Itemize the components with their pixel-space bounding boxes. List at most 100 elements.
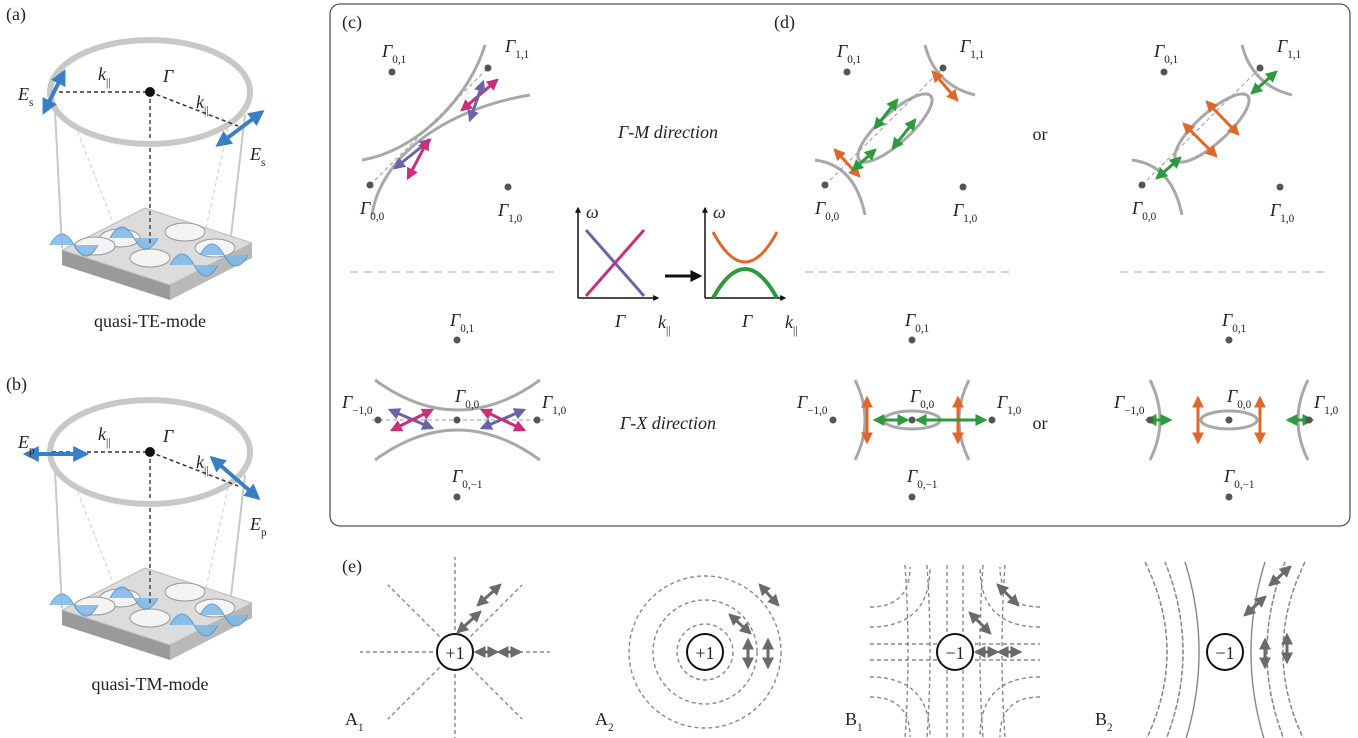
subscript: 2 <box>1107 722 1113 734</box>
subscript: 0,0 <box>370 211 384 223</box>
symbol-label: Γ−1,0 <box>1113 392 1145 417</box>
lattice-point <box>1277 184 1284 191</box>
lattice-point <box>375 417 382 424</box>
lattice-point <box>1226 417 1233 424</box>
symbol: A <box>595 709 608 729</box>
lattice-point <box>1257 65 1264 72</box>
curve <box>388 668 440 720</box>
symbol-label: Γ0,0 <box>1226 386 1252 411</box>
curve <box>1251 562 1265 738</box>
symbol-label: Γ1,0 <box>1313 392 1339 417</box>
lattice-point <box>909 337 916 344</box>
subscript: 0,0 <box>1237 399 1251 411</box>
subscript: 0,0 <box>825 211 839 223</box>
gamma-point <box>145 447 155 457</box>
arrow <box>408 140 428 178</box>
symbol-label: Es <box>249 144 265 169</box>
symbol-label: k|| <box>196 452 208 477</box>
symbol: Γ <box>904 310 916 330</box>
direction-label: Γ-X direction <box>619 413 716 433</box>
symbol-label: Γ1,0 <box>996 392 1022 417</box>
symbol: Γ <box>1221 310 1233 330</box>
symbol: Γ <box>952 200 964 220</box>
curve <box>471 668 523 720</box>
symbol: E <box>17 432 29 452</box>
axis-label: ω <box>586 202 599 222</box>
subscript: 0,1 <box>392 54 406 66</box>
panel-label: (d) <box>774 12 795 33</box>
subscript: −1,0 <box>807 405 828 417</box>
k-line <box>150 92 238 126</box>
symbol: Γ <box>1131 198 1143 218</box>
symbol: Γ <box>814 198 826 218</box>
symbol: Γ <box>1153 41 1165 61</box>
symbol: Γ <box>504 36 516 56</box>
subscript: p <box>261 527 267 539</box>
subscript: || <box>106 77 110 89</box>
axis-label: ω <box>713 202 726 222</box>
symbol-label: Γ0,1 <box>1153 41 1178 66</box>
symbol: E <box>249 144 261 164</box>
symbol-label: k|| <box>658 312 670 337</box>
lattice-point <box>844 69 851 76</box>
panel-label: (e) <box>342 556 362 577</box>
arrow <box>875 100 897 128</box>
lattice-point <box>909 494 916 501</box>
lattice-point <box>485 65 492 72</box>
symbol-label: Γ1,0 <box>952 200 978 225</box>
subscript: s <box>29 97 33 109</box>
lattice-point <box>454 337 461 344</box>
axis-label: Γ <box>741 311 753 331</box>
symbol-label: Γ1,1 <box>959 36 984 61</box>
curve <box>362 45 485 160</box>
curve <box>870 697 910 737</box>
symbol-label: Γ0,0 <box>814 198 840 223</box>
subscript: 0,−1 <box>462 479 482 491</box>
subscript: s <box>261 157 265 169</box>
subscript: || <box>204 465 208 477</box>
curve <box>375 430 540 460</box>
curve <box>1267 562 1285 738</box>
lattice-point <box>1226 494 1233 501</box>
axis-label: Γ <box>614 311 626 331</box>
symbol-label: Γ0,1 <box>1221 310 1246 335</box>
lattice-point <box>1161 69 1168 76</box>
lattice-point <box>534 417 541 424</box>
symbol-label: Γ0,−1 <box>451 466 483 491</box>
hole <box>165 583 205 601</box>
curve <box>870 677 930 737</box>
symbol: Γ <box>959 36 971 56</box>
symbol-label: Γ0,−1 <box>1223 466 1255 491</box>
symbol: Γ <box>996 392 1008 412</box>
page: (a) (b) (c) (d) (e) quasi-TE-mode quasi-… <box>0 0 1358 738</box>
subscript: 1,0 <box>963 213 977 225</box>
subscript: 0,1 <box>1232 323 1246 335</box>
band-ellipse <box>849 85 940 172</box>
subscript: || <box>204 105 208 117</box>
subscript: 0,0 <box>920 399 934 411</box>
curve <box>870 567 930 627</box>
subscript: || <box>793 325 797 337</box>
hole <box>130 249 170 267</box>
symbol-label: Γ0,0 <box>454 386 480 411</box>
symbol: Γ <box>541 392 553 412</box>
or-label: or <box>1033 124 1048 144</box>
subscript: 1,0 <box>508 213 522 225</box>
symbol-label: Γ0,0 <box>1131 198 1157 223</box>
symbol-label: A1 <box>345 709 364 734</box>
symbol: B <box>1095 709 1107 729</box>
symbol: A <box>345 709 358 729</box>
curve <box>372 95 530 215</box>
symbol: Γ <box>1223 466 1235 486</box>
gamma-label: Γ <box>162 426 174 446</box>
symbol-label: k|| <box>98 424 110 449</box>
symbol-label: Γ0,1 <box>904 310 929 335</box>
symbol: Γ <box>1269 200 1281 220</box>
symbol-label: Es <box>17 84 33 109</box>
lattice-point <box>1306 417 1313 424</box>
symbol: Γ <box>796 392 808 412</box>
diag <box>1142 68 1260 185</box>
hole <box>130 609 170 627</box>
symbol: E <box>249 514 261 534</box>
symbol-label: Γ1,1 <box>1276 36 1301 61</box>
